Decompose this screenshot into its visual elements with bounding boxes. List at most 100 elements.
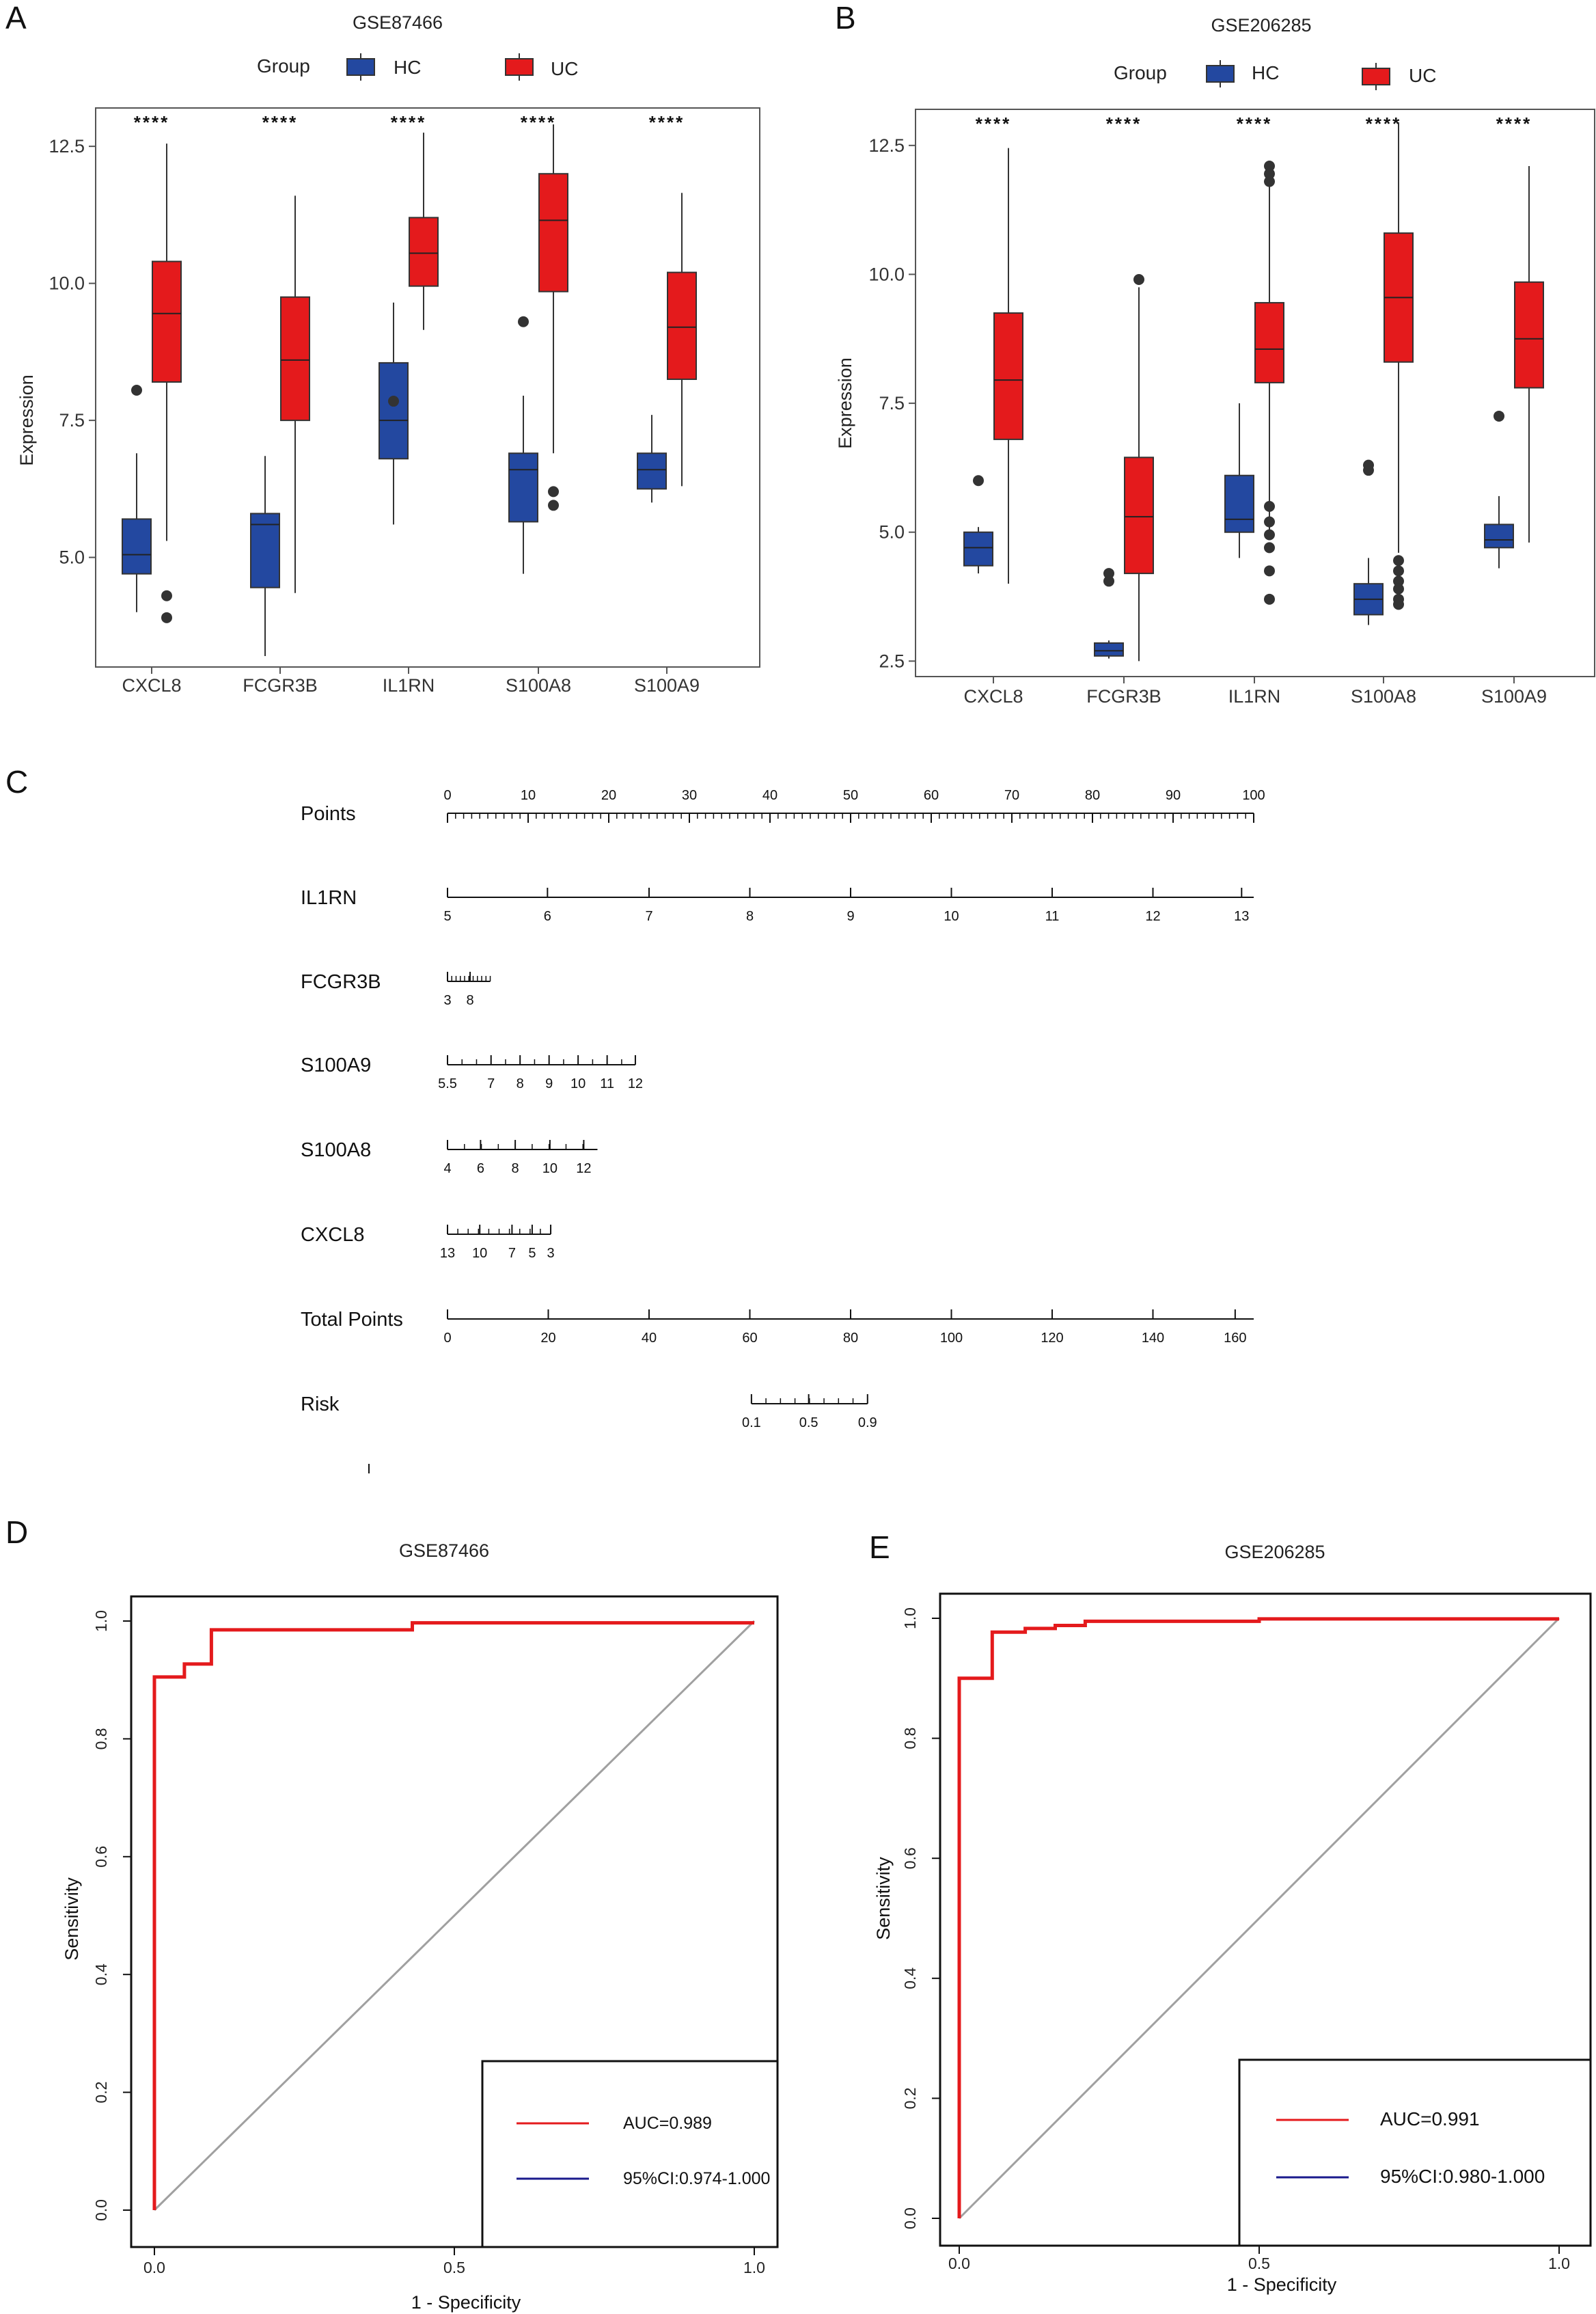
tick-label: 160	[1224, 1331, 1246, 1346]
outlier-point	[548, 486, 559, 498]
tick-label: 10	[570, 1076, 586, 1091]
panel-letter-b: B	[835, 0, 856, 36]
x-tick-label: S100A9	[634, 675, 700, 696]
y-axis-label: Expression	[835, 357, 855, 449]
x-tick-label: CXCL8	[122, 675, 181, 696]
boxplot-marks: 2.5 5.0 7.5 10.0 12.5 CXCL8 **** FCGR3B **** IL1R…	[868, 113, 1547, 707]
tick-label: 7	[508, 1246, 516, 1261]
tick-label: 3	[443, 993, 451, 1008]
nomogram-row-total-points: Total Points 0 20 40 60 80 100 120 140 160	[301, 1309, 1254, 1346]
box-iqr	[1124, 457, 1154, 575]
significance-label: ****	[262, 112, 298, 133]
roc-curve	[957, 1617, 1559, 2218]
outlier-point	[1393, 565, 1404, 577]
legend-auc-text: AUC=0.989	[623, 2114, 712, 2133]
tick-label: 8	[746, 909, 754, 924]
nomogram-row-risk: Risk 0.1 0.5 0.9	[301, 1393, 877, 1430]
legend-ci-text: 95%CI:0.974-1.000	[623, 2169, 770, 2188]
x-axis-label: 1 - Specificity	[1227, 2274, 1337, 2295]
outlier-point	[1133, 274, 1144, 285]
significance-label: ****	[976, 113, 1011, 134]
y-tick-label: 0.2	[901, 2087, 919, 2109]
x-tick-label: 0.5	[1248, 2255, 1270, 2272]
tick-label: 5	[443, 909, 451, 924]
x-tick-label: S100A9	[1481, 686, 1547, 707]
nomogram-row-points: Points 0 10 20 30 40 50 60 70 80 90 100	[301, 788, 1265, 825]
tick-label: 120	[1041, 1331, 1063, 1346]
outlier-point	[1393, 575, 1404, 587]
tick-label: 9	[847, 909, 854, 924]
x-tick-label: IL1RN	[383, 675, 435, 696]
outlier-point	[1264, 501, 1275, 512]
chart-title: GSE206285	[1224, 1542, 1325, 1562]
box-uc-il1rn	[1254, 161, 1284, 605]
tick-label: 11	[600, 1076, 614, 1091]
box-iqr	[508, 452, 538, 523]
tick-label: 140	[1142, 1331, 1164, 1346]
tick-label: 60	[924, 788, 939, 803]
outlier-point	[1363, 465, 1374, 476]
outlier-point	[1103, 568, 1114, 580]
legend-item-hc: HC	[1206, 60, 1279, 87]
tick-label: 5.5	[438, 1076, 457, 1091]
roc-gse206285: GSE206285 1 - Specificity Sensitivity AU…	[873, 1542, 1592, 2295]
box-hc-s100a8	[1353, 459, 1384, 625]
tick-label: 12	[576, 1161, 591, 1176]
outlier-point	[548, 500, 559, 511]
tick-label: 80	[843, 1331, 858, 1346]
box-iqr	[1094, 642, 1124, 657]
row-label: CXCL8	[301, 1224, 365, 1246]
box-uc-s100a8	[538, 124, 568, 511]
box-iqr	[1484, 523, 1514, 549]
tick-label: 100	[1242, 788, 1265, 803]
row-label: FCGR3B	[301, 971, 381, 993]
row-label: IL1RN	[301, 887, 357, 909]
outlier-point	[161, 612, 172, 623]
y-tick-label: 2.5	[879, 651, 905, 671]
significance-label: ****	[1237, 113, 1272, 134]
tick-label: 9	[545, 1076, 553, 1091]
tick-label: 12	[1145, 909, 1160, 924]
tick-label: 10	[542, 1161, 558, 1176]
y-tick-label: 0.4	[901, 1968, 919, 1989]
box-hc-il1rn	[379, 302, 409, 525]
row-label: Points	[301, 803, 356, 825]
legend-label-hc: HC	[1252, 62, 1279, 83]
tick-label: 13	[1234, 909, 1249, 924]
nomogram-row-s100a8: S100A8 4 6 8 10 12	[301, 1139, 598, 1176]
outlier-point	[1393, 583, 1404, 595]
tick-label: 6	[544, 909, 551, 924]
y-tick-label: 0.0	[901, 2207, 919, 2229]
chart-title: GSE206285	[1211, 15, 1311, 36]
outlier-point	[161, 590, 172, 601]
y-tick-label: 0.6	[92, 1846, 110, 1868]
box-iqr	[637, 452, 667, 490]
panel-letter-a: A	[5, 0, 27, 36]
box-hc-s100a8	[508, 316, 538, 574]
tick-label: 7	[487, 1076, 495, 1091]
tick-label: 10	[472, 1246, 487, 1261]
x-tick-label: 1.0	[1548, 2255, 1570, 2272]
outlier-point	[1494, 410, 1504, 422]
x-tick-label: FCGR3B	[243, 675, 318, 696]
tick-label: 0.1	[742, 1415, 761, 1430]
box-uc-il1rn	[409, 133, 439, 330]
legend-title: Group	[1114, 62, 1167, 83]
legend-swatch-uc	[505, 58, 534, 76]
legend-label-uc: UC	[1409, 65, 1436, 86]
y-tick-label: 10.0	[49, 273, 85, 294]
significance-label: ****	[649, 112, 685, 133]
tick-label: 100	[940, 1331, 963, 1346]
row-label: Total Points	[301, 1309, 403, 1331]
box-hc-s100a9	[637, 415, 667, 503]
tick-label: 30	[682, 788, 697, 803]
box-iqr	[1514, 281, 1544, 389]
box-uc-cxcl8	[152, 144, 182, 623]
tick-label: 4	[443, 1161, 451, 1176]
legend-item-uc: UC	[505, 53, 578, 81]
legend-swatch-hc	[1206, 65, 1235, 83]
roc-marks: 0.0 0.2 0.4 0.6 0.8 1.0 0.0 0.5 1.0	[92, 1610, 765, 2276]
tick-label: 0.9	[858, 1415, 877, 1430]
y-axis-label: Sensitivity	[873, 1857, 894, 1940]
outlier-point	[1103, 575, 1114, 587]
